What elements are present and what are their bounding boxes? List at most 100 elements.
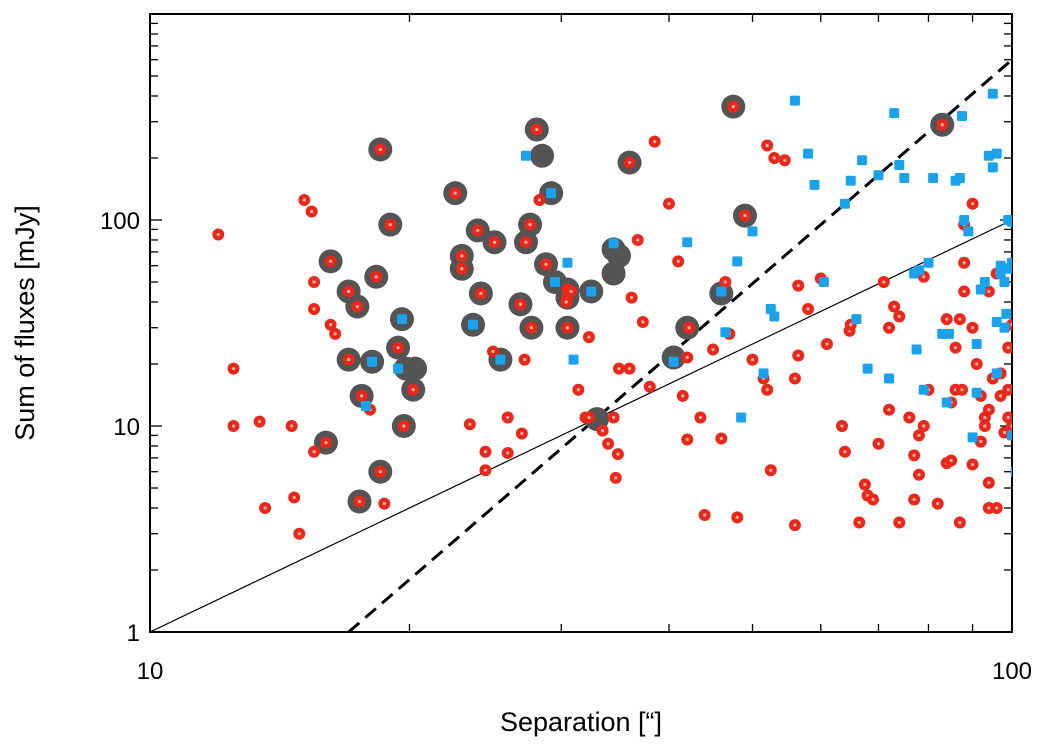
red-source-point-center [987,481,991,485]
red-source-point-center [355,304,359,309]
y-axis-title: Sum of fluxes [mJy] [10,205,40,441]
blue-source-point [769,311,780,322]
blue-source-point [732,256,743,267]
red-source-point-center [769,468,773,472]
tick-labels: 10 100 1 10 100 [100,208,1032,685]
red-source-point-center [772,156,776,160]
red-source-point-center [630,296,634,300]
red-source-point-center [765,143,769,148]
red-source-point-center [483,450,488,454]
blue-source-point [568,354,579,365]
red-source-point-center [569,289,573,294]
blue-source-point [716,286,727,297]
red-source-point-center [687,326,691,330]
blue-source-point [873,170,884,181]
red-source-point-center [806,307,810,311]
red-source-point-center [528,222,532,227]
red-source-point-center [960,388,964,392]
red-source-point-center [750,358,755,362]
x-axis-title: Separation [“] [500,707,662,737]
red-source-point-center [529,326,534,330]
red-source-point-center [292,495,296,500]
blue-source-point [468,319,479,330]
blue-source-point [1010,466,1012,477]
red-source-point-center [843,450,847,454]
red-source-point-center [460,267,464,271]
red-source-point-center [297,532,301,536]
red-source-point-center [685,437,689,442]
blue-source-point [360,401,371,412]
blue-source-point [393,363,404,374]
red-source-point-center [922,424,926,428]
red-source-point-center [506,415,510,420]
red-source-point-center [378,147,382,152]
red-source-point-center [719,436,723,441]
blue-source-point [995,268,1006,279]
blue-source-point [367,356,378,367]
plot-frame [149,13,1013,633]
blue-source-point [987,162,998,173]
red-source-point-center [491,349,495,354]
blue-source-point [971,387,982,398]
blue-source-point [520,150,531,161]
blue-source-point [963,226,974,237]
red-source-point-center [876,442,881,446]
red-source-point-center [483,468,488,472]
red-source-point-center [520,431,524,436]
red-source-point-center [402,424,406,428]
red-source-point-center [871,497,875,502]
red-source-point-center [1006,346,1010,350]
red-source-point-center [312,307,316,311]
red-source-point-center [257,420,262,424]
red-source-point-center [723,280,727,284]
red-source-point-center [945,317,949,321]
red-source-point-center [564,300,568,304]
red-source-point-center [506,451,510,455]
red-source-point-center [476,228,480,233]
blue-source-point [495,354,506,365]
red-source-point-center [897,314,901,319]
red-source-point-center [617,366,621,371]
red-source-point-center [783,158,787,162]
red-source-point-center [676,259,680,263]
blue-source-point [983,150,994,161]
blue-source-point [845,175,856,186]
blue-source-point [941,397,952,408]
data-points [212,88,1012,540]
red-source-point-center [587,335,591,339]
red-source-point-center [388,222,392,227]
red-source-point-center [863,482,867,487]
red-source-point-center [492,240,497,244]
blue-source-point [911,344,922,355]
blue-source-point [851,314,862,325]
red-source-point-center [987,289,991,294]
blue-source-point [608,238,619,249]
red-source-point-center [302,198,306,202]
blue-source-point [1001,308,1012,319]
red-source-point-center [312,280,316,284]
blue-source-point [957,110,968,121]
blue-source-point [918,384,929,395]
red-source-point-center [922,275,926,279]
red-source-point-center [587,415,591,420]
red-source-point-center [606,442,610,446]
red-source-point-center [357,499,362,504]
red-source-point-center [765,388,769,392]
blue-source-point [839,198,850,209]
red-source-point-center [796,353,800,358]
red-source-point-center [636,238,640,242]
red-source-point-center [995,506,999,510]
red-source-point-center [949,458,953,463]
red-source-point-center [887,326,891,330]
blue-source-point [987,88,998,99]
red-source-point-center [310,209,314,214]
red-source-point-center [468,422,472,426]
red-source-point-center [936,502,940,506]
blue-source-point [758,368,769,379]
blue-source-point [884,373,895,384]
blue-source-point [809,179,820,190]
red-source-point-center [1010,424,1012,428]
red-source-point-center [411,388,415,392]
blue-source-point [913,265,924,276]
